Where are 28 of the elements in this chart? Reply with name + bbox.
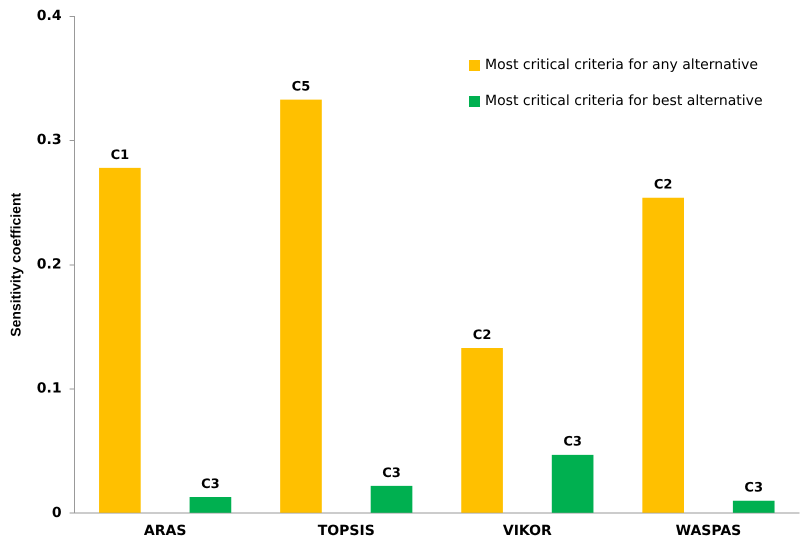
bar [732,500,775,513]
x-tick-label: TOPSIS [318,523,375,540]
bar [190,497,232,513]
data-label: C1 [110,148,130,163]
data-label: C3 [744,480,764,496]
y-tick-label: 0.1 [36,380,62,397]
y-tick-label: 0.4 [36,8,62,24]
data-label: C2 [472,328,492,343]
x-tick-label: VIKOR [502,523,552,540]
bar [552,454,594,513]
legend-label: Most critical criteria for any alternative [485,56,758,76]
bar [642,198,684,513]
y-tick-label: 0.2 [36,256,62,272]
legend-label: Most critical criteria for best alternative [485,92,763,112]
data-label: C3 [382,466,401,481]
data-label: C3 [201,476,220,492]
y-tick-label: 0 [52,504,62,521]
x-tick-label: WASPAS [676,523,742,540]
data-label: C2 [654,178,672,193]
data-label: C3 [563,434,582,450]
x-tick-label: ARAS [144,523,186,540]
data-label: C5 [292,79,310,94]
bar [370,486,412,513]
bar [280,100,322,513]
bar [99,168,141,513]
y-tick-label: 0.3 [36,132,62,148]
y-axis-title: Sensitivity coefficient [7,192,24,337]
bar [461,348,503,513]
